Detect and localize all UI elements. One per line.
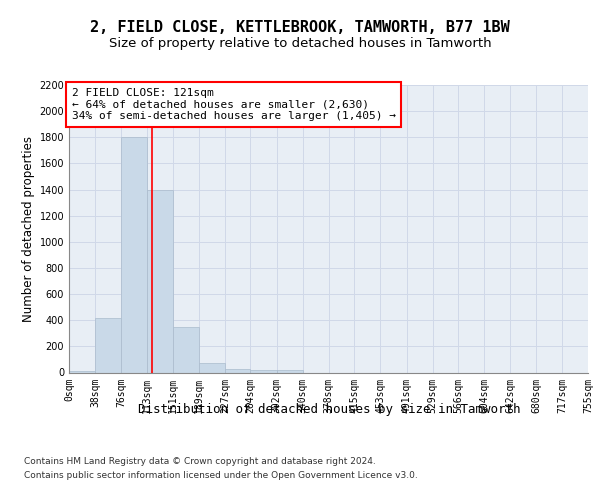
Bar	[225, 369, 250, 372]
Text: 2, FIELD CLOSE, KETTLEBROOK, TAMWORTH, B77 1BW: 2, FIELD CLOSE, KETTLEBROOK, TAMWORTH, B…	[90, 20, 510, 35]
Bar	[277, 370, 303, 372]
Text: Contains public sector information licensed under the Open Government Licence v3: Contains public sector information licen…	[24, 471, 418, 480]
Text: Contains HM Land Registry data © Crown copyright and database right 2024.: Contains HM Land Registry data © Crown c…	[24, 457, 376, 466]
Bar	[121, 138, 146, 372]
Bar	[250, 370, 277, 372]
Bar	[69, 371, 95, 372]
Text: 2 FIELD CLOSE: 121sqm
← 64% of detached houses are smaller (2,630)
34% of semi-d: 2 FIELD CLOSE: 121sqm ← 64% of detached …	[72, 88, 396, 121]
Y-axis label: Number of detached properties: Number of detached properties	[22, 136, 35, 322]
Text: Distribution of detached houses by size in Tamworth: Distribution of detached houses by size …	[137, 402, 520, 415]
Bar	[95, 318, 121, 372]
Bar	[146, 190, 173, 372]
Bar	[173, 327, 199, 372]
Text: Size of property relative to detached houses in Tamworth: Size of property relative to detached ho…	[109, 38, 491, 51]
Bar	[199, 362, 225, 372]
